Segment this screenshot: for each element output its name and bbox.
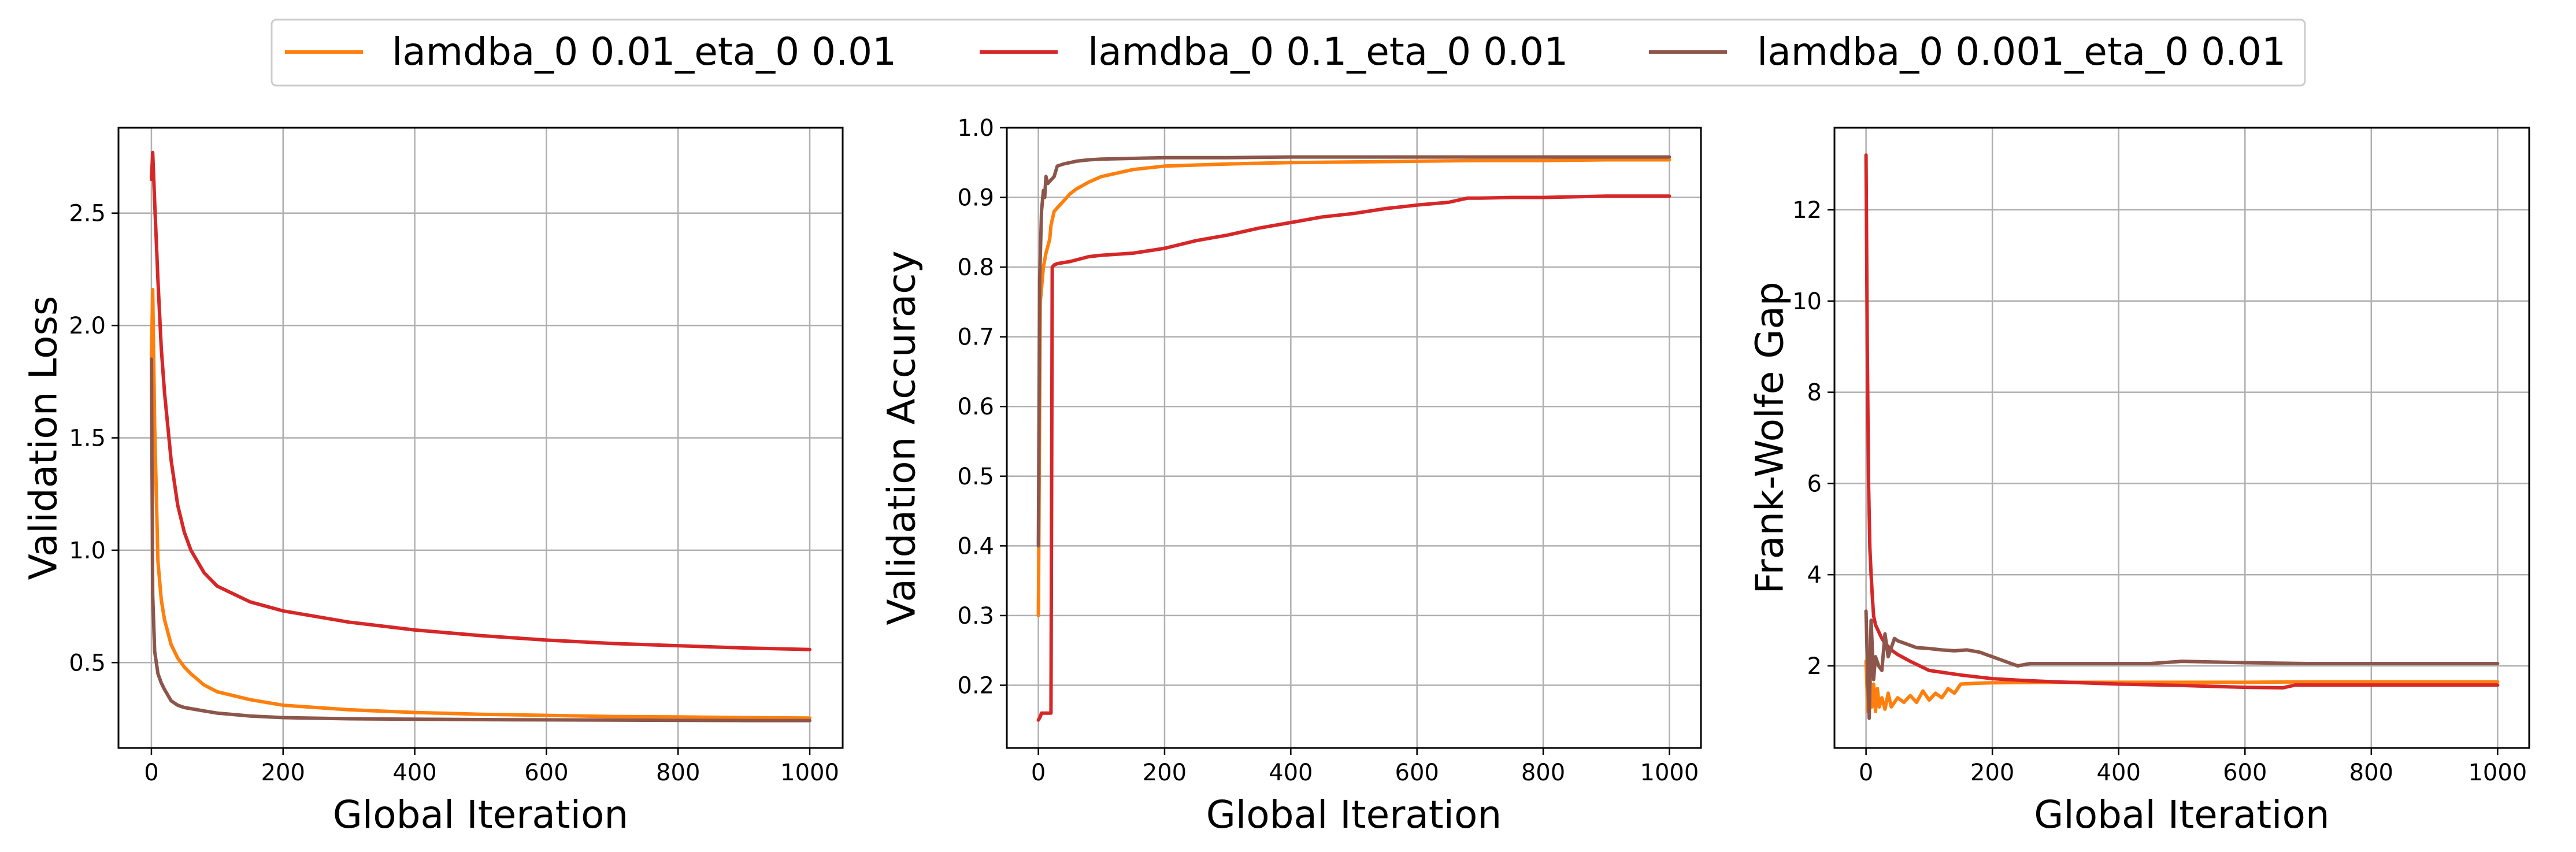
x-tick-label: 200 (261, 760, 305, 786)
y-tick-label: 0.9 (957, 185, 994, 212)
series-line-0 (1036, 158, 1671, 617)
x-tick-label: 1000 (2468, 760, 2527, 786)
x-axis-label: Global Iteration (2034, 792, 2329, 837)
y-tick-label: 1.0 (957, 115, 994, 142)
series-group (1036, 155, 1671, 722)
x-tick-label: 400 (1269, 760, 1313, 786)
series-group (150, 150, 811, 723)
y-tick-label: 2 (1807, 653, 1822, 680)
y-tick-label: 4 (1807, 562, 1822, 588)
y-axis-label: Validation Accuracy (880, 250, 924, 625)
y-tick-label: 1.0 (69, 538, 106, 564)
x-tick-label: 1000 (780, 760, 839, 786)
series-line-1 (1036, 194, 1671, 722)
y-tick-label: 0.4 (957, 533, 994, 560)
axes-frame (1833, 127, 2530, 749)
series-group (1864, 153, 2500, 720)
legend-label-2: lamdba_0 0.001_eta_0 0.01 (1757, 29, 2286, 74)
y-axis-label: Validation Loss (21, 296, 66, 580)
validation-accuracy-panel: 0 200 400 600 800 1000 0.2 0.3 0.4 0.5 0.6 0.7 0.8 0.… (880, 115, 1702, 837)
series-line-1 (1864, 153, 2500, 690)
x-tick-label: 800 (1521, 760, 1565, 786)
y-tick-label: 2.5 (69, 201, 106, 227)
legend: lamdba_0 0.01_eta_0 0.01 lamdba_0 0.1_et… (270, 18, 2306, 87)
y-tick-label: 6 (1807, 471, 1822, 497)
series-line-1 (150, 150, 811, 651)
y-tick-label: 12 (1792, 197, 1822, 224)
axes-frame (117, 127, 844, 749)
legend-entry-2: lamdba_0 0.001_eta_0 0.01 (1649, 29, 2286, 74)
x-tick-label: 1000 (1640, 760, 1699, 786)
x-tick-label: 800 (656, 760, 700, 786)
y-tick-label: 0.2 (957, 672, 994, 699)
y-tick-label: 2.0 (69, 313, 106, 339)
x-axis-label: Global Iteration (1206, 792, 1502, 837)
legend-label-0: lamdba_0 0.01_eta_0 0.01 (392, 29, 896, 74)
x-tick-label: 400 (392, 760, 436, 786)
x-tick-label: 600 (1395, 760, 1439, 786)
x-tick-label: 600 (2223, 760, 2267, 786)
validation-loss-panel: 0 200 400 600 800 1000 0.5 1.0 1.5 2.0 2.5 Global I… (21, 127, 844, 837)
x-tick-label: 0 (1859, 760, 1873, 786)
x-tick-label: 0 (144, 760, 158, 786)
x-tick-label: 200 (1143, 760, 1187, 786)
legend-entry-0: lamdba_0 0.01_eta_0 0.01 (285, 29, 896, 74)
y-tick-label: 0.8 (957, 254, 994, 281)
series-line-2 (1864, 609, 2500, 720)
x-tick-label: 0 (1031, 760, 1046, 786)
x-tick-label: 400 (2097, 760, 2141, 786)
axes-frame (1006, 127, 1702, 749)
legend-label-1: lamdba_0 0.1_eta_0 0.01 (1088, 29, 1568, 74)
y-axis-label: Frank-Wolfe Gap (1748, 281, 1792, 594)
y-tick-label: 8 (1807, 380, 1822, 406)
y-tick-label: 0.5 (957, 464, 994, 490)
legend-entry-1: lamdba_0 0.1_eta_0 0.01 (980, 29, 1568, 74)
x-tick-label: 600 (524, 760, 568, 786)
x-tick-label: 800 (2349, 760, 2393, 786)
y-tick-label: 10 (1792, 288, 1822, 315)
series-line-2 (150, 357, 811, 723)
x-axis-label: Global Iteration (333, 792, 628, 837)
y-tick-label: 0.5 (69, 650, 106, 676)
y-tick-label: 1.5 (69, 425, 106, 452)
y-tick-label: 0.7 (957, 324, 994, 351)
frank-wolfe-gap-panel: 0 200 400 600 800 1000 2 4 6 8 10 12 Global Iteratio… (1748, 127, 2530, 837)
legend-frame (270, 18, 2306, 87)
y-tick-label: 0.3 (957, 603, 994, 629)
y-tick-label: 0.6 (957, 394, 994, 420)
x-tick-label: 200 (1970, 760, 2014, 786)
series-line-0 (150, 287, 811, 720)
series-line-0 (1864, 660, 2500, 713)
series-line-2 (1036, 155, 1671, 548)
